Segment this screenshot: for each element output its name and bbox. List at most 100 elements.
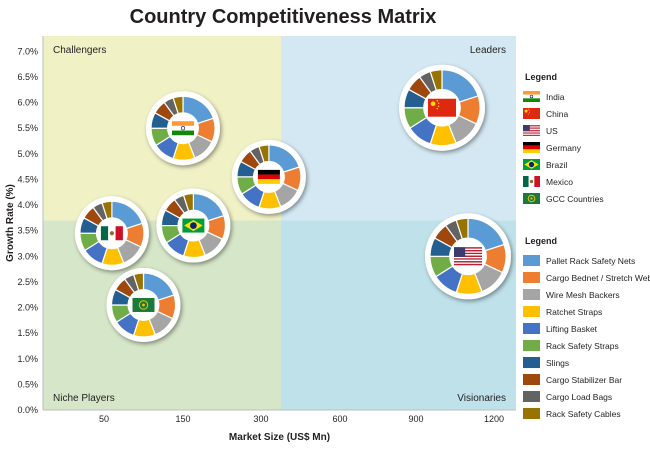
segment-swatch	[523, 306, 540, 317]
segment-legend-label: Ratchet Straps	[546, 306, 603, 317]
flag-gcc-countries-icon	[523, 193, 540, 204]
quadrant-label-challengers: Challengers	[53, 45, 106, 56]
segment-legend-item: Pallet Rack Safety Nets	[523, 252, 643, 269]
bubble-brazil	[156, 188, 231, 263]
segment-legend-title: Legend	[525, 236, 558, 246]
segment-legend-label: Cargo Stabilizer Bar	[546, 374, 623, 385]
flag-brazil-icon	[523, 159, 540, 170]
segment-legend-label: Cargo Bednet / Stretch Web	[546, 272, 650, 283]
y-axis-title: Growth Rate (%)	[5, 184, 16, 262]
y-tick-label: 6.5%	[17, 72, 38, 82]
segment-swatch	[523, 323, 540, 334]
y-tick-label: 5.5%	[17, 123, 38, 133]
segment-swatch	[523, 340, 540, 351]
country-legend-title: Legend	[525, 72, 558, 82]
segment-legend-label: Slings	[546, 357, 570, 368]
flag-germany-icon	[257, 169, 280, 184]
country-legend-label: Germany	[546, 142, 581, 153]
bubble-china	[399, 64, 485, 151]
y-tick-label: 1.5%	[17, 328, 38, 338]
quadrant-leaders	[281, 36, 516, 221]
segment-swatch	[523, 391, 540, 402]
flag-india-icon	[172, 121, 194, 136]
country-legend-item: GCC Countries	[523, 190, 641, 207]
x-tick-label: 150	[175, 414, 190, 424]
flag-mexico-icon	[523, 176, 540, 187]
y-tick-label: 2.0%	[17, 303, 38, 313]
segment-slice-rack-safety-cables	[172, 95, 184, 115]
country-legend-item: Mexico	[523, 173, 641, 190]
segment-legend-label: Lifting Basket	[546, 323, 598, 334]
segment-legend-item: Slings	[523, 354, 643, 371]
segment-swatch	[523, 272, 540, 283]
y-tick-label: 0.0%	[17, 405, 38, 415]
segment-legend-item: Ratchet Straps	[523, 303, 643, 320]
segment-slice-rack-safety-cables	[101, 200, 113, 220]
segment-swatch	[523, 255, 540, 266]
country-legend-label: India	[546, 91, 565, 102]
segment-legend-label: Cargo Load Bags	[546, 391, 613, 402]
segment-legend-item: Cargo Bednet / Stretch Web	[523, 269, 650, 286]
segment-swatch	[523, 408, 540, 419]
segment-slice-rack-safety-cables	[429, 69, 443, 92]
flag-china-icon	[428, 98, 456, 117]
country-legend-item: Germany	[523, 139, 641, 156]
bubble-mexico	[74, 196, 149, 271]
bubble-us	[425, 213, 511, 300]
segment-legend-item: Wire Mesh Backers	[523, 286, 643, 303]
x-tick-label: 50	[99, 414, 109, 424]
flag-china-icon	[523, 108, 540, 119]
segment-legend: Legend Pallet Rack Safety Nets Cargo Bedn…	[523, 236, 650, 422]
segment-slice-rack-safety-cables	[182, 192, 194, 212]
y-tick-label: 2.5%	[17, 277, 38, 287]
segment-slice-rack-safety-cables	[132, 272, 145, 292]
country-legend-label: China	[546, 108, 569, 119]
y-tick-label: 4.0%	[17, 200, 38, 210]
country-legend-item: India	[523, 88, 641, 105]
x-axis-title: Market Size (US$ Mn)	[229, 432, 330, 443]
segment-legend-item: Rack Safety Cables	[523, 405, 643, 422]
segment-legend-label: Pallet Rack Safety Nets	[546, 255, 636, 266]
flag-brazil-icon	[182, 218, 205, 233]
segment-legend-label: Rack Safety Straps	[546, 340, 619, 351]
segment-slice-rack-safety-cables	[258, 144, 270, 164]
quadrant-label-visionaries: Visionaries	[457, 393, 506, 404]
bubble-india	[146, 91, 220, 166]
flag-gcc-countries-icon	[132, 297, 155, 312]
y-tick-label: 5.0%	[17, 149, 38, 159]
x-tick-label: 1200	[484, 414, 504, 424]
segment-legend-label: Wire Mesh Backers	[546, 289, 620, 300]
y-tick-label: 0.5%	[17, 379, 38, 389]
segment-swatch	[523, 357, 540, 368]
chart-title: Country Competitiveness Matrix	[129, 6, 437, 28]
x-tick-label: 600	[332, 414, 347, 424]
bubble-gcc-countries	[106, 267, 181, 342]
segment-legend-item: Rack Safety Straps	[523, 337, 643, 354]
country-legend-label: GCC Countries	[546, 193, 604, 204]
flag-us-icon	[454, 247, 482, 266]
segment-slice-rack-safety-cables	[455, 217, 469, 240]
segment-legend-item: Cargo Stabilizer Bar	[523, 371, 643, 388]
quadrant-label-leaders: Leaders	[470, 45, 506, 56]
y-tick-label: 4.5%	[17, 174, 38, 184]
country-legend-label: Brazil	[546, 159, 568, 170]
y-tick-label: 1.0%	[17, 354, 38, 364]
y-tick-label: 3.0%	[17, 251, 38, 261]
segment-legend-item: Cargo Load Bags	[523, 388, 643, 405]
y-tick-label: 3.5%	[17, 226, 38, 236]
flag-mexico-icon	[100, 226, 123, 241]
flag-us-icon	[523, 125, 540, 136]
x-tick-label: 900	[408, 414, 423, 424]
country-legend-item: Brazil	[523, 156, 641, 173]
country-legend: Legend India China US Germany Brazil Mexico GC…	[523, 72, 641, 207]
segment-swatch	[523, 374, 540, 385]
segment-legend-label: Rack Safety Cables	[546, 408, 621, 419]
country-legend-item: US	[523, 122, 641, 139]
country-legend-item: China	[523, 105, 641, 122]
flag-germany-icon	[523, 142, 540, 153]
flag-india-icon	[523, 91, 540, 102]
x-tick-label: 300	[253, 414, 268, 424]
country-legend-label: US	[546, 125, 558, 136]
segment-swatch	[523, 289, 540, 300]
